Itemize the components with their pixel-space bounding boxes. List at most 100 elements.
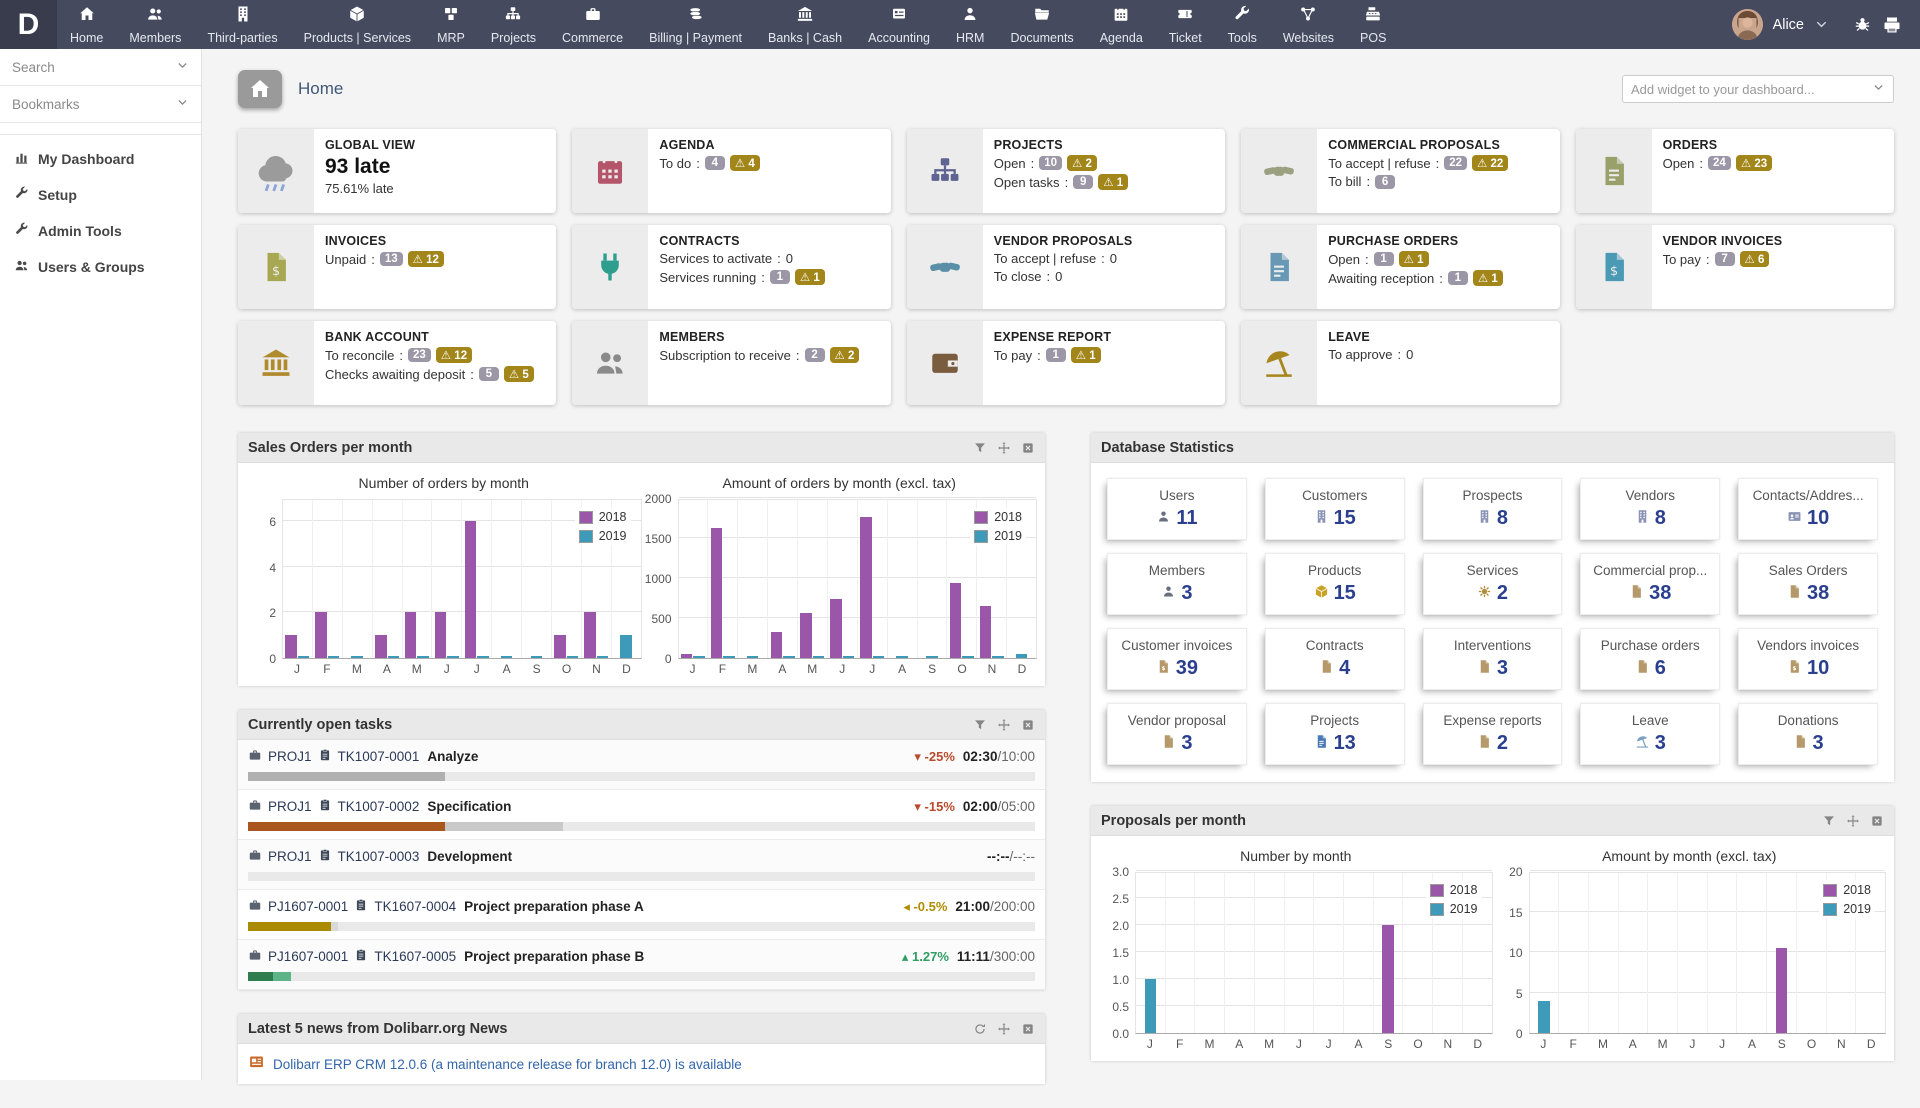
sidebar-item-my-dashboard[interactable]: My Dashboard (0, 141, 201, 177)
task-row[interactable]: PROJ1 TK1007-0002 Specification ▾ -15% 0… (238, 790, 1045, 840)
task-ref[interactable]: TK1007-0002 (338, 799, 420, 814)
stat-tile-purchase-orders[interactable]: Purchase orders 6 (1580, 628, 1720, 690)
stat-tile-prospects[interactable]: Prospects 8 (1423, 478, 1563, 540)
project-ref[interactable]: PJ1607-0001 (268, 949, 348, 964)
close-icon[interactable] (1021, 1022, 1035, 1036)
task-ref[interactable]: TK1007-0003 (338, 849, 420, 864)
task-ref[interactable]: TK1607-0005 (374, 949, 456, 964)
move-icon[interactable] (997, 1022, 1011, 1036)
user-avatar[interactable] (1732, 9, 1763, 40)
nav-item-products-services[interactable]: Products | Services (291, 0, 424, 49)
nav-item-mrp[interactable]: MRP (424, 0, 478, 49)
task-ref[interactable]: TK1607-0004 (374, 899, 456, 914)
stat-tile-expense-reports[interactable]: Expense reports 2 (1423, 703, 1563, 765)
task-ref[interactable]: TK1007-0001 (338, 749, 420, 764)
nav-item-documents[interactable]: Documents (997, 0, 1086, 49)
stat-tile-customer-invoices[interactable]: Customer invoices $ 39 (1107, 628, 1247, 690)
print-icon[interactable] (1882, 15, 1902, 35)
chevron-down-icon[interactable] (1814, 17, 1829, 32)
task-row[interactable]: PJ1607-0001 TK1607-0004 Project preparat… (238, 890, 1045, 940)
nav-item-websites[interactable]: Websites (1270, 0, 1347, 49)
wallet-icon (928, 346, 962, 380)
nav-item-home[interactable]: Home (57, 0, 116, 49)
stat-tile-members[interactable]: Members 3 (1107, 553, 1247, 615)
stat-tile-commercial-prop[interactable]: Commercial prop... 38 (1580, 553, 1720, 615)
app-logo[interactable]: D (0, 0, 57, 49)
funnel-icon[interactable] (1822, 814, 1836, 828)
project-ref[interactable]: PROJ1 (268, 749, 312, 764)
task-name[interactable]: Project preparation phase A (464, 899, 644, 914)
sidebar-item-users-groups[interactable]: Users & Groups (0, 249, 201, 285)
stat-tile-users[interactable]: Users 11 (1107, 478, 1247, 540)
stat-tile-interventions[interactable]: Interventions 3 (1423, 628, 1563, 690)
project-ref[interactable]: PROJ1 (268, 849, 312, 864)
task-name[interactable]: Specification (427, 799, 511, 814)
add-widget-select[interactable]: Add widget to your dashboard... (1622, 75, 1894, 103)
nav-item-banks-cash[interactable]: Banks | Cash (755, 0, 855, 49)
project-ref[interactable]: PROJ1 (268, 799, 312, 814)
stat-tile-vendors-invoices[interactable]: Vendors invoices $ 10 (1738, 628, 1878, 690)
bug-icon[interactable] (1853, 15, 1872, 34)
stat-tile-contacts-addres[interactable]: Contacts/Addres... 10 (1738, 478, 1878, 540)
stat-tile-leave[interactable]: Leave 3 (1580, 703, 1720, 765)
stat-tile-donations[interactable]: Donations 3 (1738, 703, 1878, 765)
nav-item-billing-payment[interactable]: Billing | Payment (636, 0, 755, 49)
task-name[interactable]: Analyze (427, 749, 478, 764)
nav-item-members[interactable]: Members (116, 0, 194, 49)
nav-item-projects[interactable]: Projects (478, 0, 549, 49)
stat-tile-contracts[interactable]: Contracts 4 (1265, 628, 1405, 690)
nav-item-agenda[interactable]: Agenda (1087, 0, 1156, 49)
nav-item-pos[interactable]: POS (1347, 0, 1399, 49)
search-dropdown[interactable]: Search (0, 49, 201, 86)
nav-item-third-parties[interactable]: Third-parties (194, 0, 290, 49)
nav-item-hrm[interactable]: HRM (943, 0, 997, 49)
stat-tile-customers[interactable]: Customers 15 (1265, 478, 1405, 540)
sidebar-item-setup[interactable]: Setup (0, 177, 201, 213)
move-icon[interactable] (997, 718, 1011, 732)
funnel-icon[interactable] (973, 441, 987, 455)
bar-group (1343, 873, 1373, 1033)
news-link[interactable]: Dolibarr ERP CRM 12.0.6 (a maintenance r… (273, 1057, 742, 1072)
refresh-icon[interactable] (973, 1022, 987, 1036)
task-row[interactable]: PJ1607-0001 TK1607-0005 Project preparat… (238, 940, 1045, 990)
stat-tile-products[interactable]: Products 15 (1265, 553, 1405, 615)
stat-tile-services[interactable]: Services 2 (1423, 553, 1563, 615)
stat-tile-vendor-proposal[interactable]: Vendor proposal 3 (1107, 703, 1247, 765)
stat-tile-vendors[interactable]: Vendors 8 (1580, 478, 1720, 540)
task-name[interactable]: Project preparation phase B (464, 949, 644, 964)
nav-item-accounting[interactable]: Accounting (855, 0, 943, 49)
stat-tile-sales-orders[interactable]: Sales Orders 38 (1738, 553, 1878, 615)
sidebar-item-admin-tools[interactable]: Admin Tools (0, 213, 201, 249)
task-row[interactable]: PROJ1 TK1007-0003 Development --:--/--:-… (238, 840, 1045, 890)
funnel-icon[interactable] (973, 718, 987, 732)
bookmarks-dropdown[interactable]: Bookmarks (0, 86, 201, 123)
task-row[interactable]: PROJ1 TK1007-0001 Analyze ▾ -25% 02:30/1… (238, 740, 1045, 790)
move-icon[interactable] (1846, 814, 1860, 828)
close-icon[interactable] (1021, 441, 1035, 455)
project-ref[interactable]: PJ1607-0001 (268, 899, 348, 914)
task-name[interactable]: Development (427, 849, 512, 864)
nav-item-commerce[interactable]: Commerce (549, 0, 636, 49)
user-name[interactable]: Alice (1773, 17, 1804, 33)
close-icon[interactable] (1021, 718, 1035, 732)
nav-item-tools[interactable]: Tools (1215, 0, 1270, 49)
stat-tile-projects[interactable]: Projects 13 (1265, 703, 1405, 765)
move-icon[interactable] (997, 441, 1011, 455)
close-icon[interactable] (1870, 814, 1884, 828)
nav-item-ticket[interactable]: Ticket (1156, 0, 1215, 49)
